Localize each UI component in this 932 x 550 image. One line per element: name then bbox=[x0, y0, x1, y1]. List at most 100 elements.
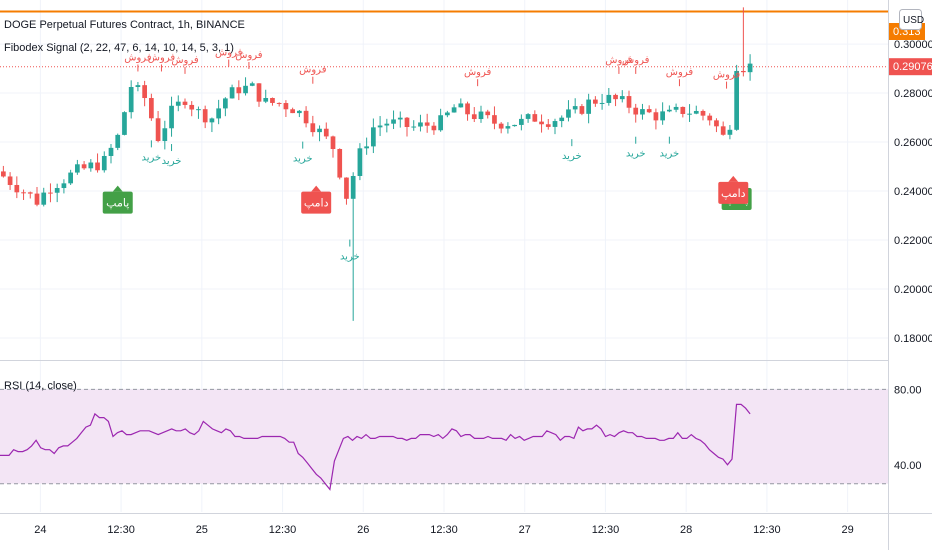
buy-signal-label: خرید bbox=[293, 154, 313, 165]
candle-body bbox=[707, 115, 713, 121]
candle-body bbox=[431, 125, 437, 131]
candle-body bbox=[512, 124, 517, 127]
candle-body bbox=[249, 83, 255, 86]
rsi-band-fill bbox=[0, 389, 888, 484]
dump-badge: دامپ bbox=[301, 185, 332, 214]
badge-label: دامپ bbox=[304, 197, 329, 210]
candle-body bbox=[317, 128, 322, 133]
price-tick-label: 0.180000 bbox=[894, 333, 932, 345]
candle-body bbox=[606, 94, 612, 103]
candle-body bbox=[498, 123, 504, 129]
rsi-axis[interactable]: 80.00 40.00 bbox=[894, 384, 922, 472]
candle-body bbox=[727, 129, 733, 135]
candle-body bbox=[545, 124, 551, 127]
candle-body bbox=[559, 117, 565, 122]
candle-body bbox=[310, 123, 316, 133]
currency-button[interactable]: USD bbox=[899, 9, 925, 30]
badge-pointer bbox=[112, 185, 123, 192]
candle-body bbox=[21, 192, 26, 194]
rsi-line bbox=[0, 403, 751, 491]
time-tick-label: 26 bbox=[357, 524, 369, 536]
badge-label: پامپ bbox=[106, 197, 129, 210]
rsi-tick-label: 40.00 bbox=[894, 460, 922, 472]
candle-body bbox=[532, 114, 538, 122]
candle-body bbox=[243, 85, 248, 94]
candle-body bbox=[88, 162, 94, 169]
candle-body bbox=[61, 183, 67, 189]
candle-body bbox=[519, 118, 524, 125]
candles[interactable] bbox=[1, 7, 753, 321]
candle-body bbox=[593, 99, 598, 104]
candle-body bbox=[741, 70, 746, 73]
time-axis[interactable]: 24 12:30 25 12:30 26 12:30 27 12:30 28 12:30 29 bbox=[34, 524, 854, 536]
candle-body bbox=[720, 126, 726, 135]
time-tick-label: 27 bbox=[519, 524, 531, 536]
candle-body bbox=[41, 192, 47, 205]
time-tick-label: 24 bbox=[34, 524, 46, 536]
currency-button-label[interactable]: USD bbox=[903, 15, 924, 26]
candle-body bbox=[14, 184, 20, 193]
current-price-tag-bg bbox=[889, 58, 932, 76]
candle-body bbox=[411, 126, 417, 128]
time-tick-label: 29 bbox=[842, 524, 854, 536]
candle-body bbox=[175, 101, 181, 106]
current-price-tag[interactable]: 0.290766 bbox=[889, 58, 932, 76]
sell-signal-label: فروش bbox=[666, 67, 694, 78]
candle-body bbox=[223, 98, 228, 109]
candle-body bbox=[438, 115, 443, 131]
candle-body bbox=[539, 121, 544, 125]
indicator-title[interactable]: Fibodex Signal (2, 22, 47, 6, 14, 10, 14… bbox=[4, 42, 234, 54]
candle-body bbox=[344, 177, 349, 199]
rsi-title[interactable]: RSI (14, close) bbox=[4, 380, 77, 392]
candle-body bbox=[162, 128, 168, 142]
candle-body bbox=[27, 192, 33, 194]
candle-body bbox=[471, 114, 477, 120]
candle-body bbox=[54, 188, 60, 193]
candle-body bbox=[626, 96, 632, 108]
candle-body bbox=[478, 111, 484, 120]
buy-signal-label: خرید bbox=[626, 149, 646, 160]
candle-body bbox=[101, 155, 107, 171]
candle-body bbox=[384, 123, 390, 126]
dump-badge: دامپ bbox=[718, 175, 749, 204]
candle-body bbox=[189, 104, 195, 110]
candle-body bbox=[263, 97, 269, 102]
candle-body bbox=[680, 106, 686, 114]
candle-body bbox=[216, 108, 221, 119]
sell-signal-label: فروش bbox=[124, 52, 152, 63]
rsi-pane[interactable] bbox=[0, 403, 751, 491]
sell-signal-label: فروش bbox=[299, 65, 327, 76]
candle-body bbox=[687, 113, 692, 115]
candle-body bbox=[646, 109, 652, 113]
candle-body bbox=[108, 147, 114, 156]
sell-signal-label: فروش bbox=[148, 52, 176, 63]
symbol-title[interactable]: DOGE Perpetual Futures Contract, 1h, BIN… bbox=[4, 19, 245, 31]
rsi-tick-label: 80.00 bbox=[894, 384, 922, 396]
candle-body bbox=[115, 134, 121, 148]
candle-body bbox=[202, 109, 208, 123]
candle-body bbox=[270, 97, 275, 103]
badge-box bbox=[718, 181, 749, 204]
currency-button-bg[interactable] bbox=[899, 9, 922, 30]
candle-body bbox=[256, 83, 262, 102]
sell-signal-label: فروش bbox=[605, 55, 633, 66]
candle-body bbox=[182, 101, 188, 105]
candle-body bbox=[424, 122, 430, 126]
candle-body bbox=[122, 112, 127, 135]
candle-body bbox=[303, 110, 309, 124]
candle-body bbox=[7, 176, 13, 185]
candle-body bbox=[653, 112, 659, 121]
current-price-label: 0.290766 bbox=[893, 61, 932, 73]
candle-body bbox=[236, 87, 242, 94]
candle-body bbox=[586, 99, 591, 114]
candle-body bbox=[283, 103, 289, 110]
candle-body bbox=[613, 94, 618, 100]
sell-signal-label: فروش bbox=[713, 70, 741, 81]
